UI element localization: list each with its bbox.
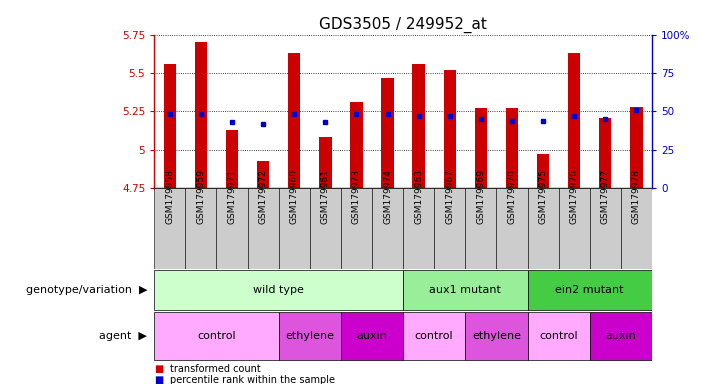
Text: GSM179969: GSM179969 [477, 169, 485, 224]
Bar [465, 188, 496, 269]
Bar [163, 64, 176, 188]
Bar [496, 188, 528, 269]
Text: GSM179959: GSM179959 [196, 169, 205, 224]
Bar [537, 154, 550, 188]
Text: GSM179978: GSM179978 [632, 169, 641, 224]
Text: GSM179963: GSM179963 [414, 169, 423, 224]
Bar [403, 312, 465, 360]
Bar [630, 107, 643, 188]
Bar [310, 188, 341, 269]
Text: aux1 mutant: aux1 mutant [429, 285, 501, 295]
Bar [217, 188, 247, 269]
Text: ethylene: ethylene [472, 331, 521, 341]
Bar [381, 78, 394, 188]
Bar [559, 188, 590, 269]
Bar [341, 188, 372, 269]
Bar [528, 188, 559, 269]
Bar [257, 161, 269, 188]
Text: GSM179973: GSM179973 [352, 169, 361, 224]
Bar [279, 188, 310, 269]
Bar [444, 70, 456, 188]
Text: GSM179960: GSM179960 [290, 169, 299, 224]
Bar [195, 42, 207, 188]
Title: GDS3505 / 249952_at: GDS3505 / 249952_at [319, 17, 487, 33]
Text: GSM179971: GSM179971 [228, 169, 236, 224]
Text: GSM179970: GSM179970 [508, 169, 517, 224]
Bar [465, 312, 528, 360]
Text: ethylene: ethylene [285, 331, 334, 341]
Bar [528, 270, 652, 310]
Bar [621, 188, 652, 269]
Text: transformed count: transformed count [170, 364, 260, 374]
Text: GSM179972: GSM179972 [259, 170, 268, 224]
Text: wild type: wild type [253, 285, 304, 295]
Text: GSM179961: GSM179961 [321, 169, 329, 224]
Text: ein2 mutant: ein2 mutant [555, 285, 624, 295]
Bar [154, 312, 279, 360]
Bar [288, 53, 301, 188]
Bar [226, 130, 238, 188]
Bar [403, 270, 528, 310]
Bar [412, 64, 425, 188]
Bar [350, 102, 362, 188]
Text: control: control [197, 331, 236, 341]
Text: control: control [539, 331, 578, 341]
Text: GSM179958: GSM179958 [165, 169, 175, 224]
Bar [475, 108, 487, 188]
Text: genotype/variation  ▶: genotype/variation ▶ [26, 285, 147, 295]
Text: auxin: auxin [606, 331, 637, 341]
Bar [247, 188, 279, 269]
Bar [154, 270, 403, 310]
Bar [434, 188, 465, 269]
Text: control: control [415, 331, 454, 341]
Bar [590, 188, 621, 269]
Text: GSM179967: GSM179967 [445, 169, 454, 224]
Text: percentile rank within the sample: percentile rank within the sample [170, 375, 334, 384]
Text: ■: ■ [154, 364, 163, 374]
Bar [505, 108, 518, 188]
Text: ■: ■ [154, 375, 163, 384]
Bar [372, 188, 403, 269]
Bar [185, 188, 217, 269]
Text: GSM179976: GSM179976 [570, 169, 578, 224]
Bar [568, 53, 580, 188]
Bar [528, 312, 590, 360]
Text: agent  ▶: agent ▶ [100, 331, 147, 341]
Bar [590, 312, 652, 360]
Text: GSM179975: GSM179975 [538, 169, 547, 224]
Text: GSM179974: GSM179974 [383, 170, 392, 224]
Bar [279, 312, 341, 360]
Bar [341, 312, 403, 360]
Text: auxin: auxin [357, 331, 388, 341]
Bar [319, 137, 332, 188]
Bar [599, 118, 611, 188]
Bar [154, 188, 185, 269]
Bar [403, 188, 434, 269]
Text: GSM179977: GSM179977 [601, 169, 610, 224]
